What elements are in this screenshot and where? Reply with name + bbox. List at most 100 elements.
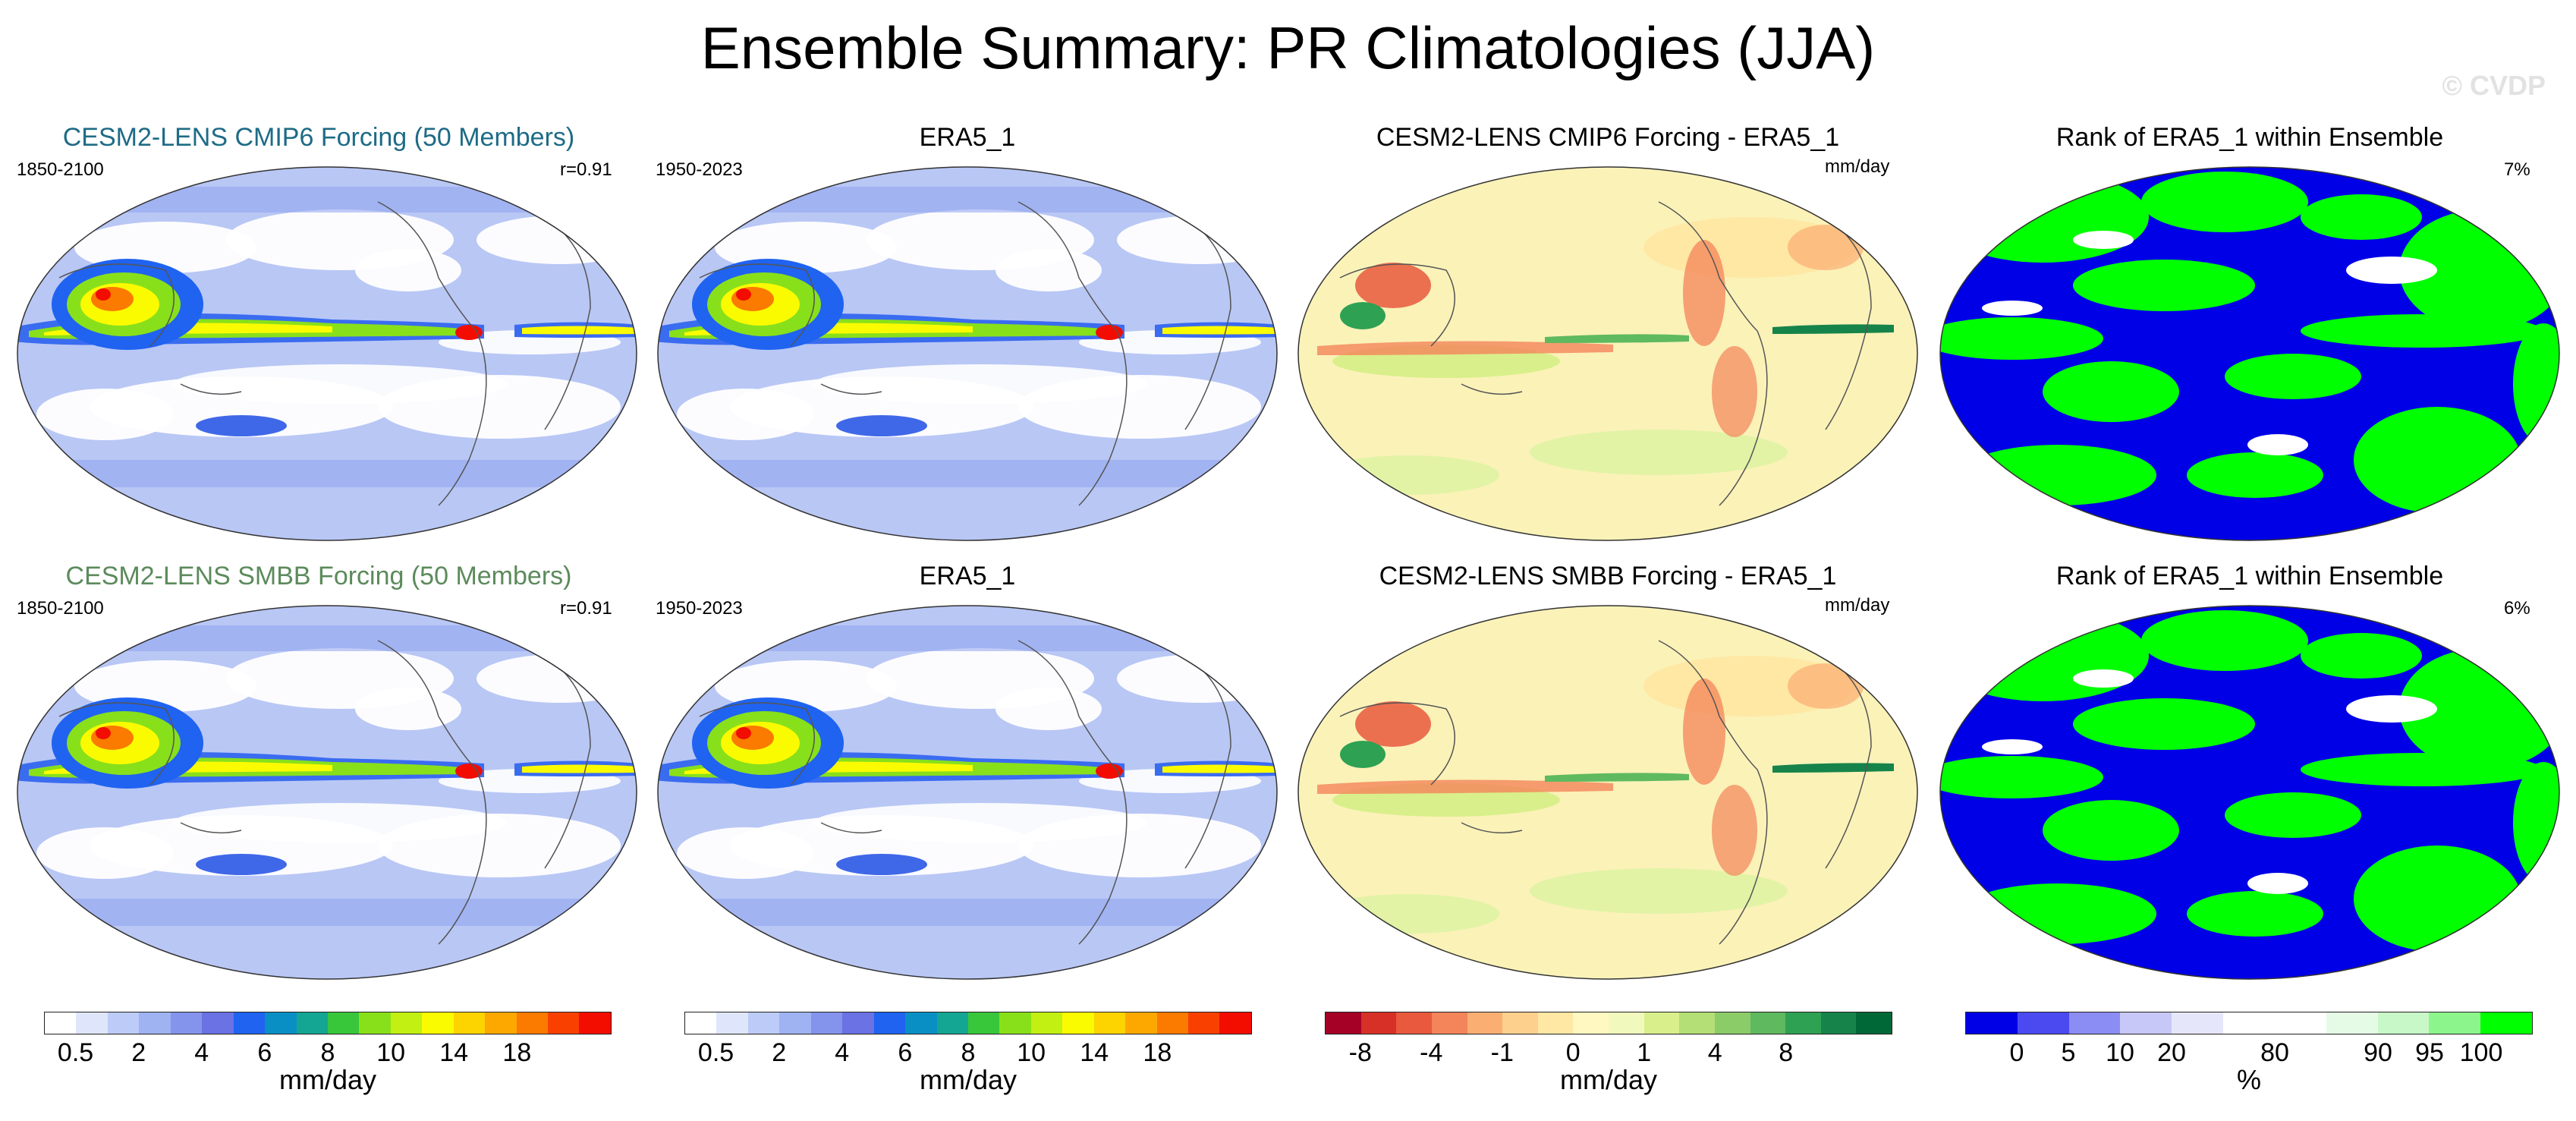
colorbar-swatch: [233, 1012, 266, 1034]
colorbar-swatch: [1156, 1012, 1188, 1034]
rank-title-row1: Rank of ERA5_1 within Ensemble: [2055, 123, 2444, 152]
colorbar-tick-label: 80: [2260, 1038, 2289, 1067]
colorbar-tick-label: 14: [1080, 1038, 1109, 1067]
colorbar-tick-label: 8: [320, 1038, 335, 1067]
colorbar-swatch: [1125, 1012, 1157, 1034]
colorbar-swatch: [1093, 1012, 1126, 1034]
map-canvas: [1297, 166, 1918, 541]
colorbar-tick-label: 100: [2459, 1038, 2503, 1067]
colorbar-tick-label: 2: [131, 1038, 146, 1067]
colorbar-swatch: [1679, 1012, 1715, 1034]
map-canvas: [1939, 166, 2560, 541]
colorbar-swatch: [1360, 1012, 1397, 1034]
colorbar-tick-label: 0: [2009, 1038, 2024, 1067]
colorbar-pr-obs: [684, 1012, 1252, 1034]
colorbar-tick-label: 4: [1707, 1038, 1722, 1067]
colorbar-swatch: [2480, 1012, 2532, 1034]
colorbar-swatch: [2326, 1012, 2378, 1034]
colorbar-tick-label: 1: [1637, 1038, 1652, 1067]
colorbar-swatch: [1966, 1012, 2018, 1034]
rank-pct-row2: 6%: [2504, 598, 2530, 619]
colorbar-tick-label: 0: [1565, 1038, 1581, 1067]
colorbar-swatch: [999, 1012, 1031, 1034]
colorbar-swatch: [936, 1012, 968, 1034]
colorbar-tick-label: 6: [898, 1038, 913, 1067]
colorbar-tick-label: -1: [1490, 1038, 1514, 1067]
colorbar-tick-label: 4: [835, 1038, 850, 1067]
colorbar-unit-label: mm/day: [1559, 1064, 1658, 1095]
colorbar-swatch: [422, 1012, 454, 1034]
colorbar-swatch: [2377, 1012, 2430, 1034]
colorbar-tick-label: 10: [1017, 1038, 1046, 1067]
model-years-row1: 1850-2100: [17, 159, 104, 180]
colorbar-unit-label: mm/day: [278, 1064, 377, 1095]
colorbar-swatch: [45, 1012, 77, 1034]
obs-title-row1: ERA5_1: [919, 123, 1016, 152]
pattern-corr-row1: r=0.91: [560, 159, 612, 180]
colorbar-swatch: [2172, 1012, 2224, 1034]
colorbar-swatch: [779, 1012, 811, 1034]
colorbar-swatch: [1609, 1012, 1644, 1034]
colorbar-tick-label: 8: [1779, 1038, 1794, 1067]
map-diff-pr-row2: [1294, 595, 1921, 981]
map-obs-pr-row1: [654, 156, 1281, 542]
map-canvas: [1297, 605, 1918, 980]
colorbar-swatch: [327, 1012, 360, 1034]
colorbar-swatch: [2068, 1012, 2121, 1034]
rank-pct-row1: 7%: [2504, 159, 2530, 180]
colorbar-tick-label: 0.5: [697, 1038, 734, 1067]
colorbar-swatch: [107, 1012, 140, 1034]
colorbar-tick-label: 18: [1143, 1038, 1172, 1067]
map-model-pr-row2: [14, 595, 640, 981]
colorbar-tick-label: 0.5: [57, 1038, 94, 1067]
diff-unit-row1: mm/day: [1825, 156, 1890, 177]
colorbar-swatch: [1820, 1012, 1857, 1034]
colorbar-unit-label: %: [2236, 1064, 2262, 1095]
map-canvas: [17, 605, 637, 980]
colorbar-swatch: [685, 1012, 717, 1034]
map-rank-row2: [1936, 595, 2563, 981]
colorbar-swatch: [579, 1012, 611, 1034]
map-canvas: [1939, 605, 2560, 980]
watermark: © CVDP: [2442, 70, 2546, 101]
colorbar-tick-label: 6: [257, 1038, 272, 1067]
colorbar-swatch: [2120, 1012, 2172, 1034]
colorbar-swatch: [1537, 1012, 1574, 1034]
colorbar-swatch: [1785, 1012, 1821, 1034]
colorbar-swatch: [1856, 1012, 1892, 1034]
obs-years-row2: 1950-2023: [656, 598, 743, 619]
colorbar-tick-label: 2: [772, 1038, 787, 1067]
colorbar-swatch: [485, 1012, 517, 1034]
colorbar-swatch: [76, 1012, 108, 1034]
colorbar-pr-diff: [1325, 1012, 1892, 1034]
colorbar-swatch: [2017, 1012, 2069, 1034]
colorbar-swatch: [810, 1012, 843, 1034]
colorbar-swatch: [516, 1012, 548, 1034]
colorbar-tick-label: 14: [439, 1038, 469, 1067]
colorbar-swatch: [967, 1012, 1000, 1034]
colorbar-swatch: [1219, 1012, 1251, 1034]
figure-title: Ensemble Summary: PR Climatologies (JJA): [700, 14, 1876, 81]
colorbar-tick-label: 90: [2364, 1038, 2392, 1067]
map-obs-pr-row2: [654, 595, 1281, 981]
pattern-corr-row2: r=0.91: [560, 598, 612, 619]
map-canvas: [657, 166, 1278, 541]
colorbar-swatch: [2274, 1012, 2326, 1034]
colorbar-tick-label: 20: [2157, 1038, 2186, 1067]
colorbar-swatch: [1062, 1012, 1094, 1034]
colorbar-tick-label: 18: [502, 1038, 532, 1067]
colorbar-swatch: [716, 1012, 748, 1034]
colorbar-tick-label: 5: [2061, 1038, 2076, 1067]
model-title-row1: CESM2-LENS CMIP6 Forcing (50 Members): [62, 123, 575, 152]
colorbar-swatch: [359, 1012, 391, 1034]
colorbar-swatch: [453, 1012, 486, 1034]
colorbar-swatch: [296, 1012, 328, 1034]
colorbar-swatch: [390, 1012, 423, 1034]
colorbar-tick-label: 8: [961, 1038, 976, 1067]
colorbar-rank: [1965, 1012, 2533, 1034]
colorbar-swatch: [265, 1012, 297, 1034]
map-rank-row1: [1936, 156, 2563, 542]
colorbar-swatch: [139, 1012, 171, 1034]
colorbar-swatch: [1502, 1012, 1538, 1034]
colorbar-swatch: [747, 1012, 780, 1034]
